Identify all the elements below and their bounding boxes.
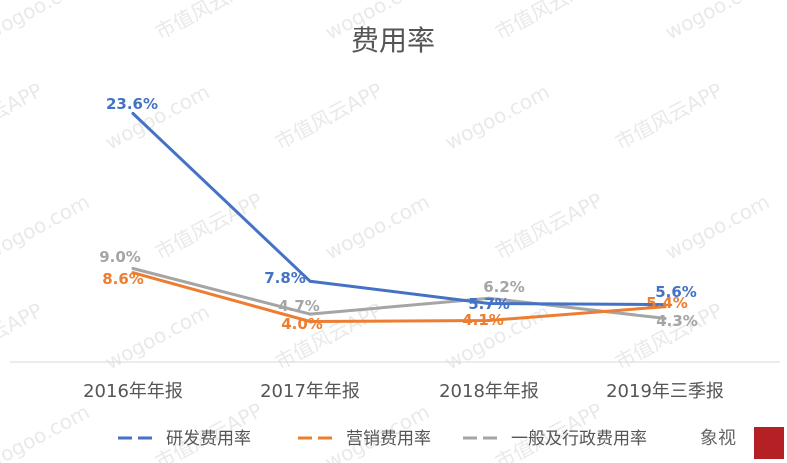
data-point [308,312,312,316]
series-layer: 23.6% 7.8% 5.7% 5.6% 8.6% 4.0% 4.1% 5.4% 9.0% 4.7… [99,95,698,333]
watermark-text: 市值风云APP [611,78,726,155]
watermark-text: wogoo.com [661,189,773,264]
watermark-text: wogoo.com [0,0,93,44]
x-tick-label: 2017年年报 [260,381,360,402]
brand-logo-text: 象视 [700,428,736,449]
watermark-text: 市值风云APP [491,188,606,265]
series-line-2 [131,267,667,320]
legend-label: 研发费用率 [166,429,251,449]
brand-logo: 象视 [693,424,784,459]
series-line-0 [131,112,667,307]
x-tick-label: 2016年年报 [83,381,183,402]
data-point [131,271,135,275]
data-point [663,316,667,320]
data-label: 8.6% [102,270,144,288]
watermark-text: 市值风云APP [0,298,46,375]
watermark-text: 市值风云APP [0,78,46,155]
data-label: 9.0% [99,248,141,266]
data-point [487,302,491,305]
data-point [131,112,135,115]
series-line-1 [131,271,667,323]
watermark-text: wogoo.com [0,399,93,463]
watermark-text: wogoo.com [101,299,213,374]
data-label: 4.3% [656,312,698,330]
data-label: 5.6% [655,283,697,301]
legend: 研发费用率 营销费用率 一般及行政费用率 [118,429,647,449]
brand-logo-badge [754,427,784,459]
data-label: 23.6% [106,95,158,113]
data-label: 5.4% [646,294,688,312]
x-axis-tick-labels: 2016年年报 2017年年报 2018年年报 2019年三季报 [83,381,724,402]
watermark-text: wogoo.com [0,189,93,264]
data-point [308,279,312,283]
data-point [487,296,491,300]
watermark-text: wogoo.com [321,189,433,264]
data-point [663,303,667,307]
data-point [663,305,667,309]
data-point [487,319,491,322]
data-label: 5.7% [468,295,510,313]
x-tick-label: 2019年三季报 [606,381,724,402]
data-label: 4.7% [278,297,320,315]
data-label: 4.1% [462,311,504,329]
watermark-text: wogoo.com [441,79,553,154]
chart-title: 费用率 [351,24,435,57]
x-tick-label: 2018年年报 [439,381,539,402]
watermark-text: 市值风云APP [151,188,266,265]
watermark-text: 市值风云APP [151,0,266,44]
watermark-text: 市值风云APP [491,0,606,44]
watermark-text: wogoo.com [661,0,773,44]
data-point [308,320,312,323]
watermark-text: wogoo.com [101,79,213,154]
data-label: 4.0% [281,315,323,333]
legend-label: 营销费用率 [346,429,431,449]
data-point [131,267,135,270]
legend-label: 一般及行政费用率 [511,429,647,449]
watermark-text: 市值风云APP [271,78,386,155]
data-label: 6.2% [483,278,525,296]
data-label: 7.8% [264,269,306,287]
